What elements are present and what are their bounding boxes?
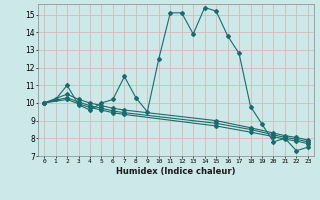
X-axis label: Humidex (Indice chaleur): Humidex (Indice chaleur) bbox=[116, 167, 236, 176]
